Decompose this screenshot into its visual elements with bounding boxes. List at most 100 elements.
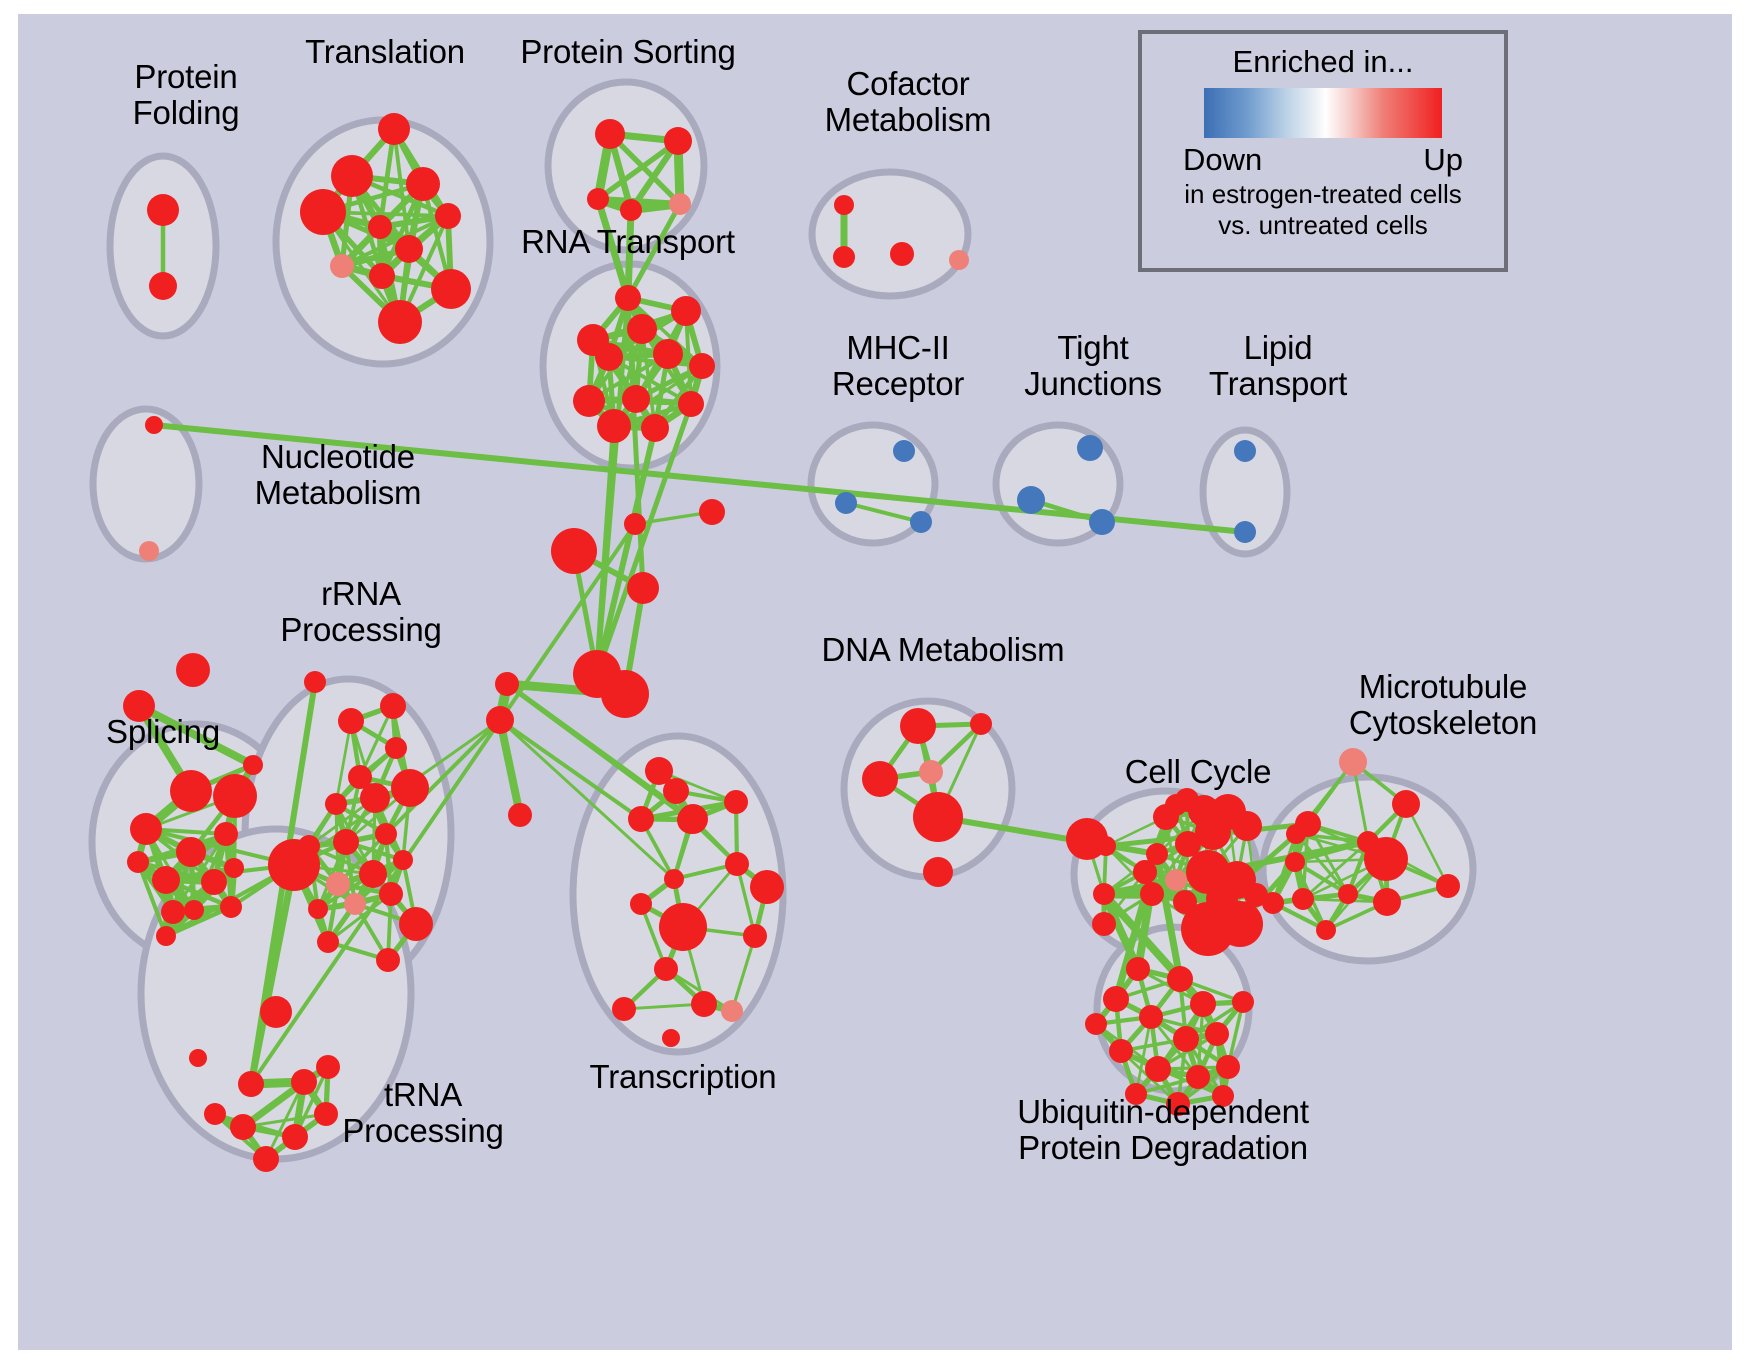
- network-node[interactable]: [1133, 860, 1157, 884]
- network-node[interactable]: [406, 167, 440, 201]
- network-node[interactable]: [391, 769, 429, 807]
- network-node[interactable]: [725, 852, 749, 876]
- network-node[interactable]: [1232, 991, 1254, 1013]
- network-node[interactable]: [1232, 811, 1262, 841]
- network-node[interactable]: [161, 900, 185, 924]
- network-node[interactable]: [627, 572, 659, 604]
- network-node[interactable]: [376, 948, 400, 972]
- network-node[interactable]: [1186, 1065, 1210, 1089]
- network-node[interactable]: [1392, 790, 1420, 818]
- network-node[interactable]: [317, 931, 339, 953]
- network-node[interactable]: [1096, 836, 1116, 856]
- network-node[interactable]: [677, 806, 705, 834]
- network-node[interactable]: [253, 1146, 279, 1172]
- network-node[interactable]: [326, 872, 350, 896]
- network-node[interactable]: [344, 893, 366, 915]
- network-node[interactable]: [1217, 901, 1263, 947]
- network-node[interactable]: [314, 1102, 338, 1126]
- network-node[interactable]: [919, 760, 943, 784]
- network-node[interactable]: [612, 997, 636, 1021]
- network-node[interactable]: [750, 870, 784, 904]
- network-node[interactable]: [1173, 1026, 1199, 1052]
- network-node[interactable]: [835, 492, 857, 514]
- network-node[interactable]: [699, 499, 725, 525]
- network-node[interactable]: [393, 850, 413, 870]
- network-node[interactable]: [204, 1103, 226, 1125]
- network-node[interactable]: [1140, 882, 1164, 906]
- network-node[interactable]: [1212, 1085, 1234, 1107]
- network-node[interactable]: [495, 672, 519, 696]
- network-node[interactable]: [573, 385, 605, 417]
- network-node[interactable]: [622, 385, 650, 413]
- network-node[interactable]: [678, 391, 704, 417]
- network-node[interactable]: [1089, 509, 1115, 535]
- network-node[interactable]: [630, 893, 652, 915]
- network-node[interactable]: [380, 693, 406, 719]
- network-node[interactable]: [395, 235, 423, 263]
- network-node[interactable]: [654, 957, 678, 981]
- network-node[interactable]: [1286, 824, 1306, 844]
- network-node[interactable]: [399, 907, 433, 941]
- network-node[interactable]: [1085, 1013, 1107, 1035]
- network-node[interactable]: [1205, 1022, 1229, 1046]
- network-node[interactable]: [615, 285, 641, 311]
- network-node[interactable]: [176, 653, 210, 687]
- network-node[interactable]: [130, 813, 162, 845]
- network-node[interactable]: [369, 263, 395, 289]
- network-node[interactable]: [127, 851, 149, 873]
- network-node[interactable]: [1373, 888, 1401, 916]
- network-node[interactable]: [890, 242, 914, 266]
- network-node[interactable]: [1077, 435, 1103, 461]
- network-node[interactable]: [1364, 837, 1408, 881]
- network-node[interactable]: [1285, 852, 1305, 872]
- network-node[interactable]: [375, 823, 397, 845]
- network-node[interactable]: [1145, 1056, 1171, 1082]
- network-node[interactable]: [268, 839, 320, 891]
- network-node[interactable]: [893, 440, 915, 462]
- network-node[interactable]: [243, 755, 263, 775]
- network-node[interactable]: [949, 250, 969, 270]
- network-node[interactable]: [304, 671, 326, 693]
- network-node[interactable]: [645, 757, 673, 785]
- network-node[interactable]: [238, 1071, 264, 1097]
- network-node[interactable]: [1109, 1039, 1133, 1063]
- network-node[interactable]: [435, 203, 461, 229]
- network-node[interactable]: [659, 903, 707, 951]
- network-node[interactable]: [189, 1049, 207, 1067]
- network-node[interactable]: [123, 690, 155, 722]
- network-node[interactable]: [1338, 884, 1358, 904]
- network-node[interactable]: [291, 1069, 317, 1095]
- network-node[interactable]: [149, 272, 177, 300]
- network-node[interactable]: [147, 194, 179, 226]
- network-node[interactable]: [595, 119, 625, 149]
- network-node[interactable]: [1190, 991, 1216, 1017]
- network-node[interactable]: [145, 416, 163, 434]
- network-node[interactable]: [201, 869, 227, 895]
- network-node[interactable]: [338, 708, 364, 734]
- network-node[interactable]: [308, 899, 328, 919]
- network-node[interactable]: [1292, 888, 1314, 910]
- network-node[interactable]: [1126, 957, 1150, 981]
- network-node[interactable]: [1166, 1092, 1190, 1116]
- network-node[interactable]: [834, 195, 854, 215]
- network-node[interactable]: [214, 822, 238, 846]
- network-node[interactable]: [970, 713, 992, 735]
- network-node[interactable]: [862, 761, 898, 797]
- network-node[interactable]: [1092, 912, 1116, 936]
- network-node[interactable]: [224, 858, 244, 878]
- network-node[interactable]: [325, 793, 347, 815]
- network-node[interactable]: [1139, 1005, 1163, 1029]
- network-node[interactable]: [300, 189, 346, 235]
- network-node[interactable]: [913, 792, 963, 842]
- network-node[interactable]: [669, 193, 691, 215]
- network-node[interactable]: [1167, 966, 1193, 992]
- cluster-hull-cofactor-metab[interactable]: [808, 168, 972, 300]
- network-node[interactable]: [1216, 1055, 1240, 1079]
- network-node[interactable]: [1103, 986, 1129, 1012]
- network-node[interactable]: [1125, 1083, 1147, 1105]
- network-node[interactable]: [348, 765, 372, 789]
- network-node[interactable]: [368, 215, 392, 239]
- network-node[interactable]: [333, 829, 359, 855]
- network-node[interactable]: [1165, 794, 1187, 816]
- cluster-hull-lipid-transport[interactable]: [1199, 426, 1291, 558]
